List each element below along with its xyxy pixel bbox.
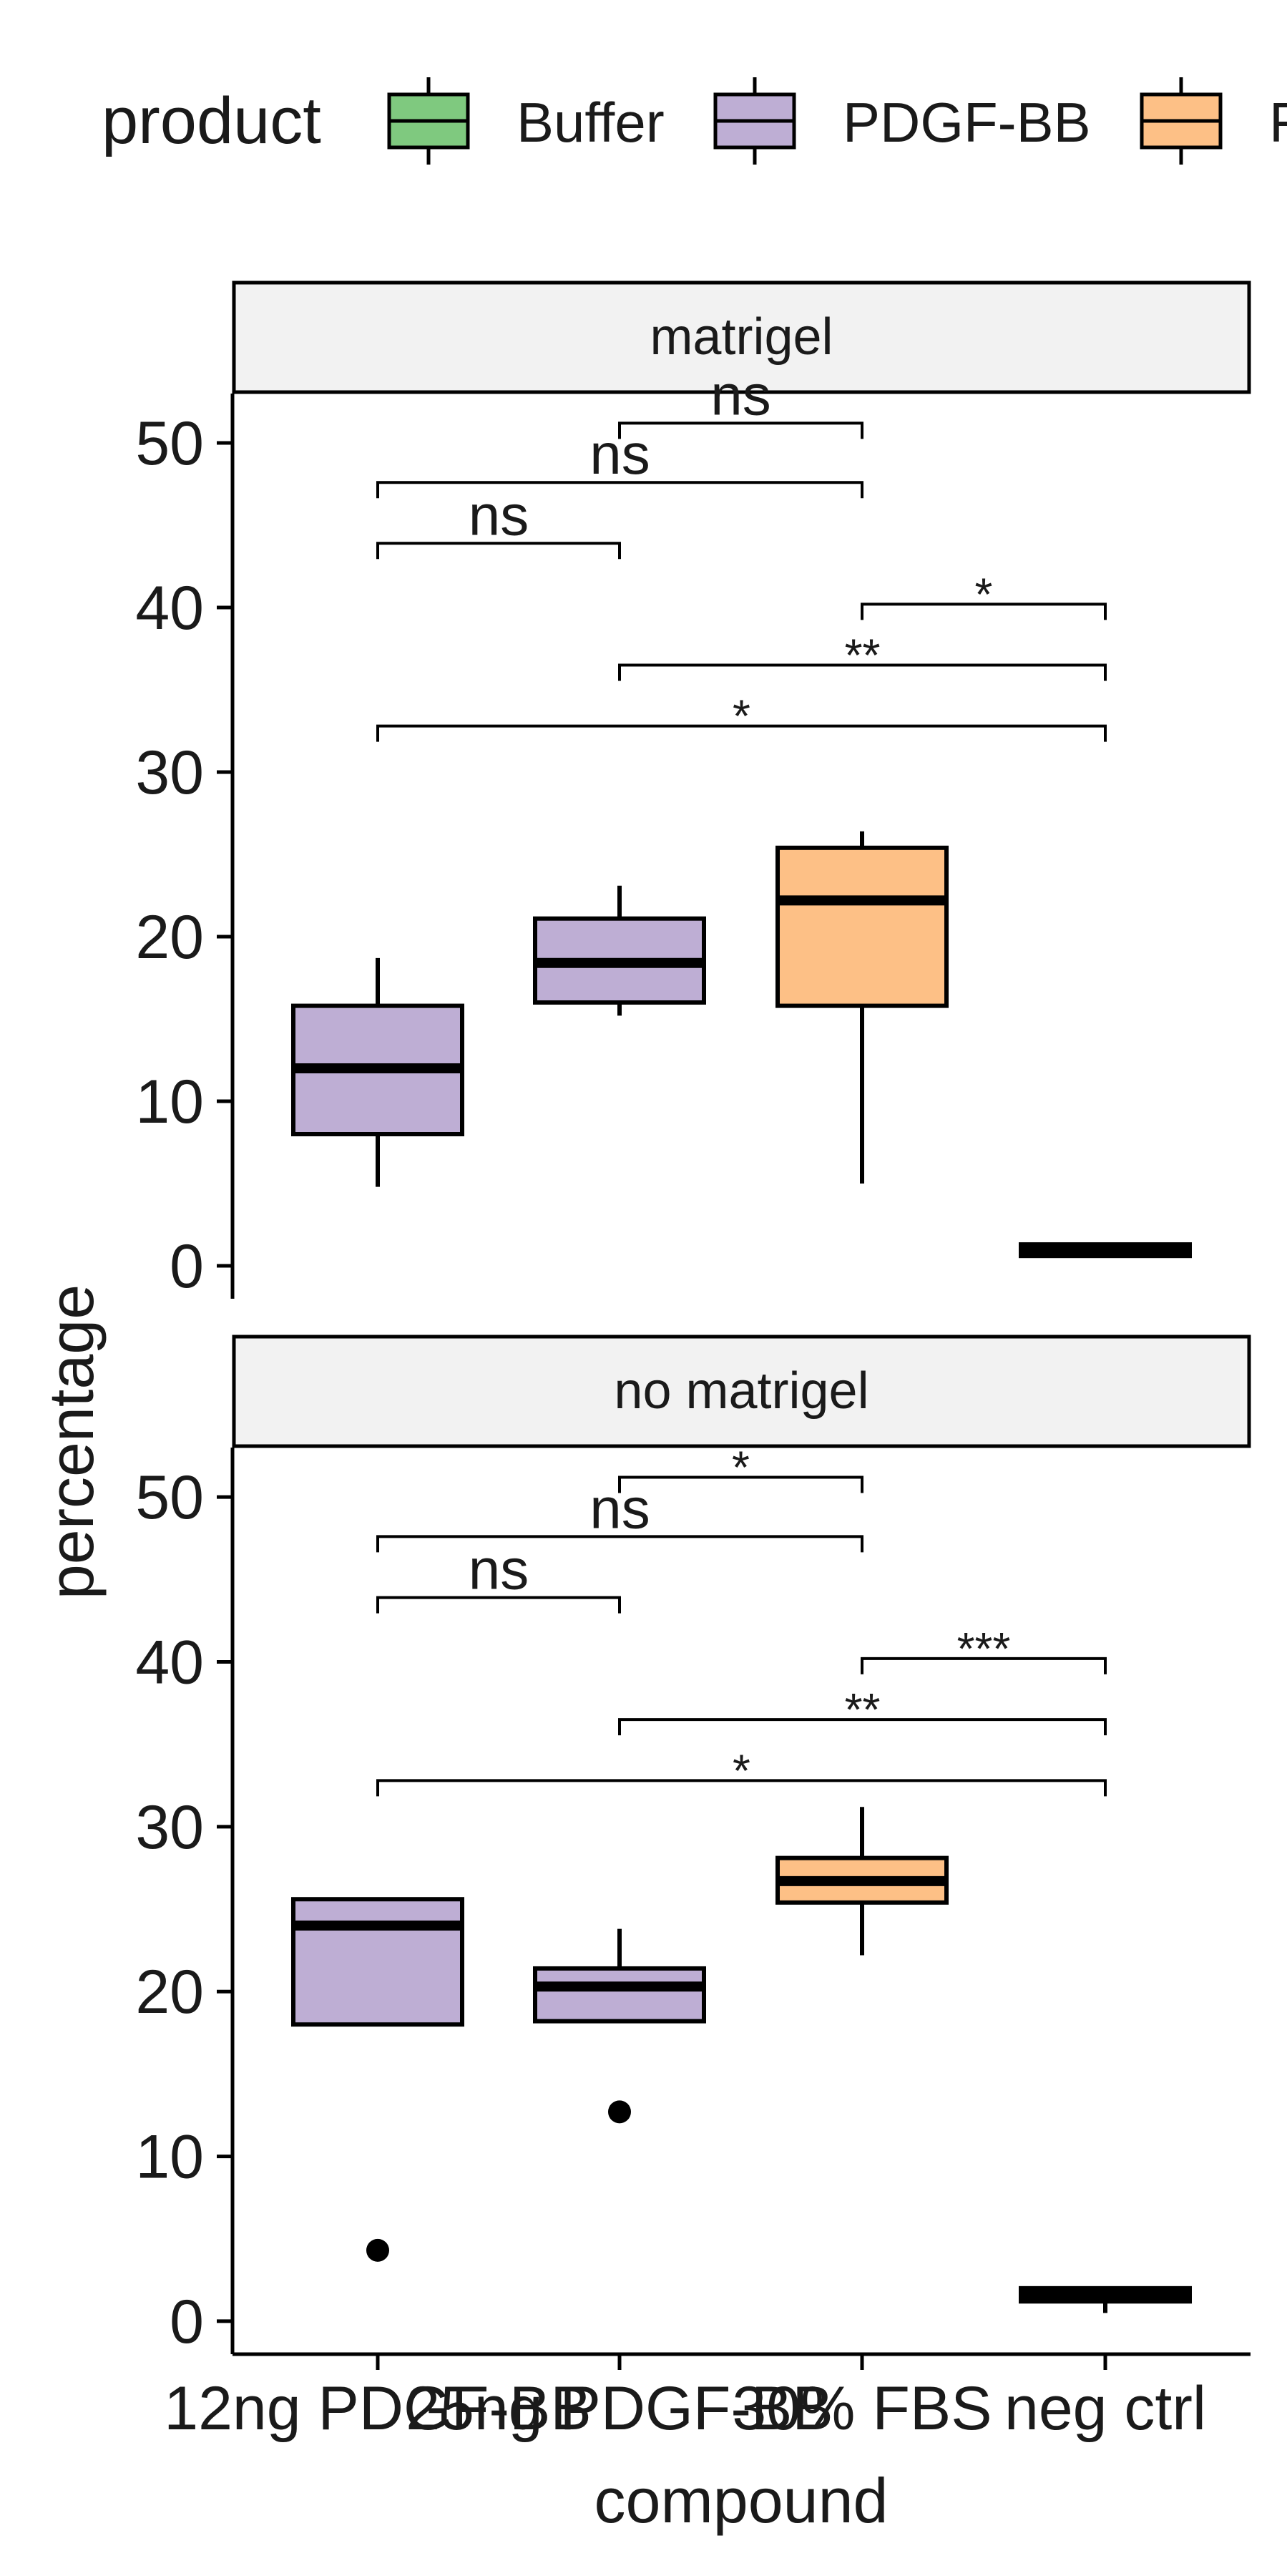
y-tick-label: 50 <box>135 1463 204 1532</box>
box-iqr <box>533 1966 706 2024</box>
x-axis-label: compound <box>594 2465 889 2536</box>
significance-bracket <box>376 481 863 499</box>
significance-bracket <box>376 542 621 560</box>
y-tick-label: 50 <box>135 409 204 478</box>
x-tick-label: 25ng PDGF-BB <box>406 2374 833 2443</box>
box-outlier-point <box>608 2100 631 2124</box>
significance-bracket <box>618 663 1107 681</box>
legend-entry-label: Buffer <box>517 91 665 154</box>
significance-bracket <box>618 421 863 439</box>
significance-bracket <box>861 602 1107 620</box>
significance-label: ** <box>845 1684 881 1735</box>
box-iqr <box>291 1897 464 2027</box>
x-tick-label: neg ctrl <box>1004 2374 1206 2443</box>
x-tick-label: 30% FBS <box>732 2374 992 2443</box>
significance-label: * <box>733 691 750 742</box>
y-tick-label: 30 <box>135 738 204 807</box>
y-tick-label: 10 <box>135 2123 204 2192</box>
y-tick-label: 20 <box>135 903 204 972</box>
y-tick-label: 40 <box>135 574 204 643</box>
significance-label: * <box>733 1745 750 1796</box>
significance-label: ns <box>469 483 529 547</box>
y-tick-label: 30 <box>135 1793 204 1862</box>
facet-strip-label: no matrigel <box>614 1362 868 1420</box>
significance-label: ns <box>710 363 771 426</box>
facet-strip <box>232 1335 1251 1448</box>
significance-bracket <box>861 1657 1107 1674</box>
y-tick-label: 40 <box>135 1628 204 1697</box>
significance-label: ** <box>845 630 881 681</box>
significance-bracket <box>376 1779 1107 1797</box>
x-tick-label: 12ng PDGF-BB <box>164 2374 591 2443</box>
box-iqr <box>775 845 949 1008</box>
y-axis-label: percentage <box>36 1284 107 1599</box>
legend-title: product <box>102 84 321 157</box>
significance-label: * <box>975 568 993 620</box>
significance-bracket <box>376 1596 621 1614</box>
significance-label: * <box>732 1441 750 1493</box>
legend-entry-label: F <box>1269 91 1287 154</box>
y-tick-label: 10 <box>135 1068 204 1136</box>
y-tick-label: 0 <box>170 2288 204 2356</box>
significance-bracket <box>376 724 1107 742</box>
significance-bracket <box>618 1475 863 1493</box>
significance-label: *** <box>957 1623 1011 1674</box>
y-tick-label: 20 <box>135 1958 204 2026</box>
significance-bracket <box>618 1718 1107 1736</box>
legend: product Buffer PDGF-BB F <box>102 77 1287 165</box>
legend-entry-label: PDGF-BB <box>843 91 1091 154</box>
box-outlier-point <box>366 2238 389 2262</box>
facet-strip-label: matrigel <box>650 308 833 366</box>
y-tick-label: 0 <box>170 1232 204 1301</box>
significance-bracket <box>376 1535 863 1553</box>
facet-strip <box>232 280 1251 394</box>
significance-label: ns <box>469 1538 529 1601</box>
